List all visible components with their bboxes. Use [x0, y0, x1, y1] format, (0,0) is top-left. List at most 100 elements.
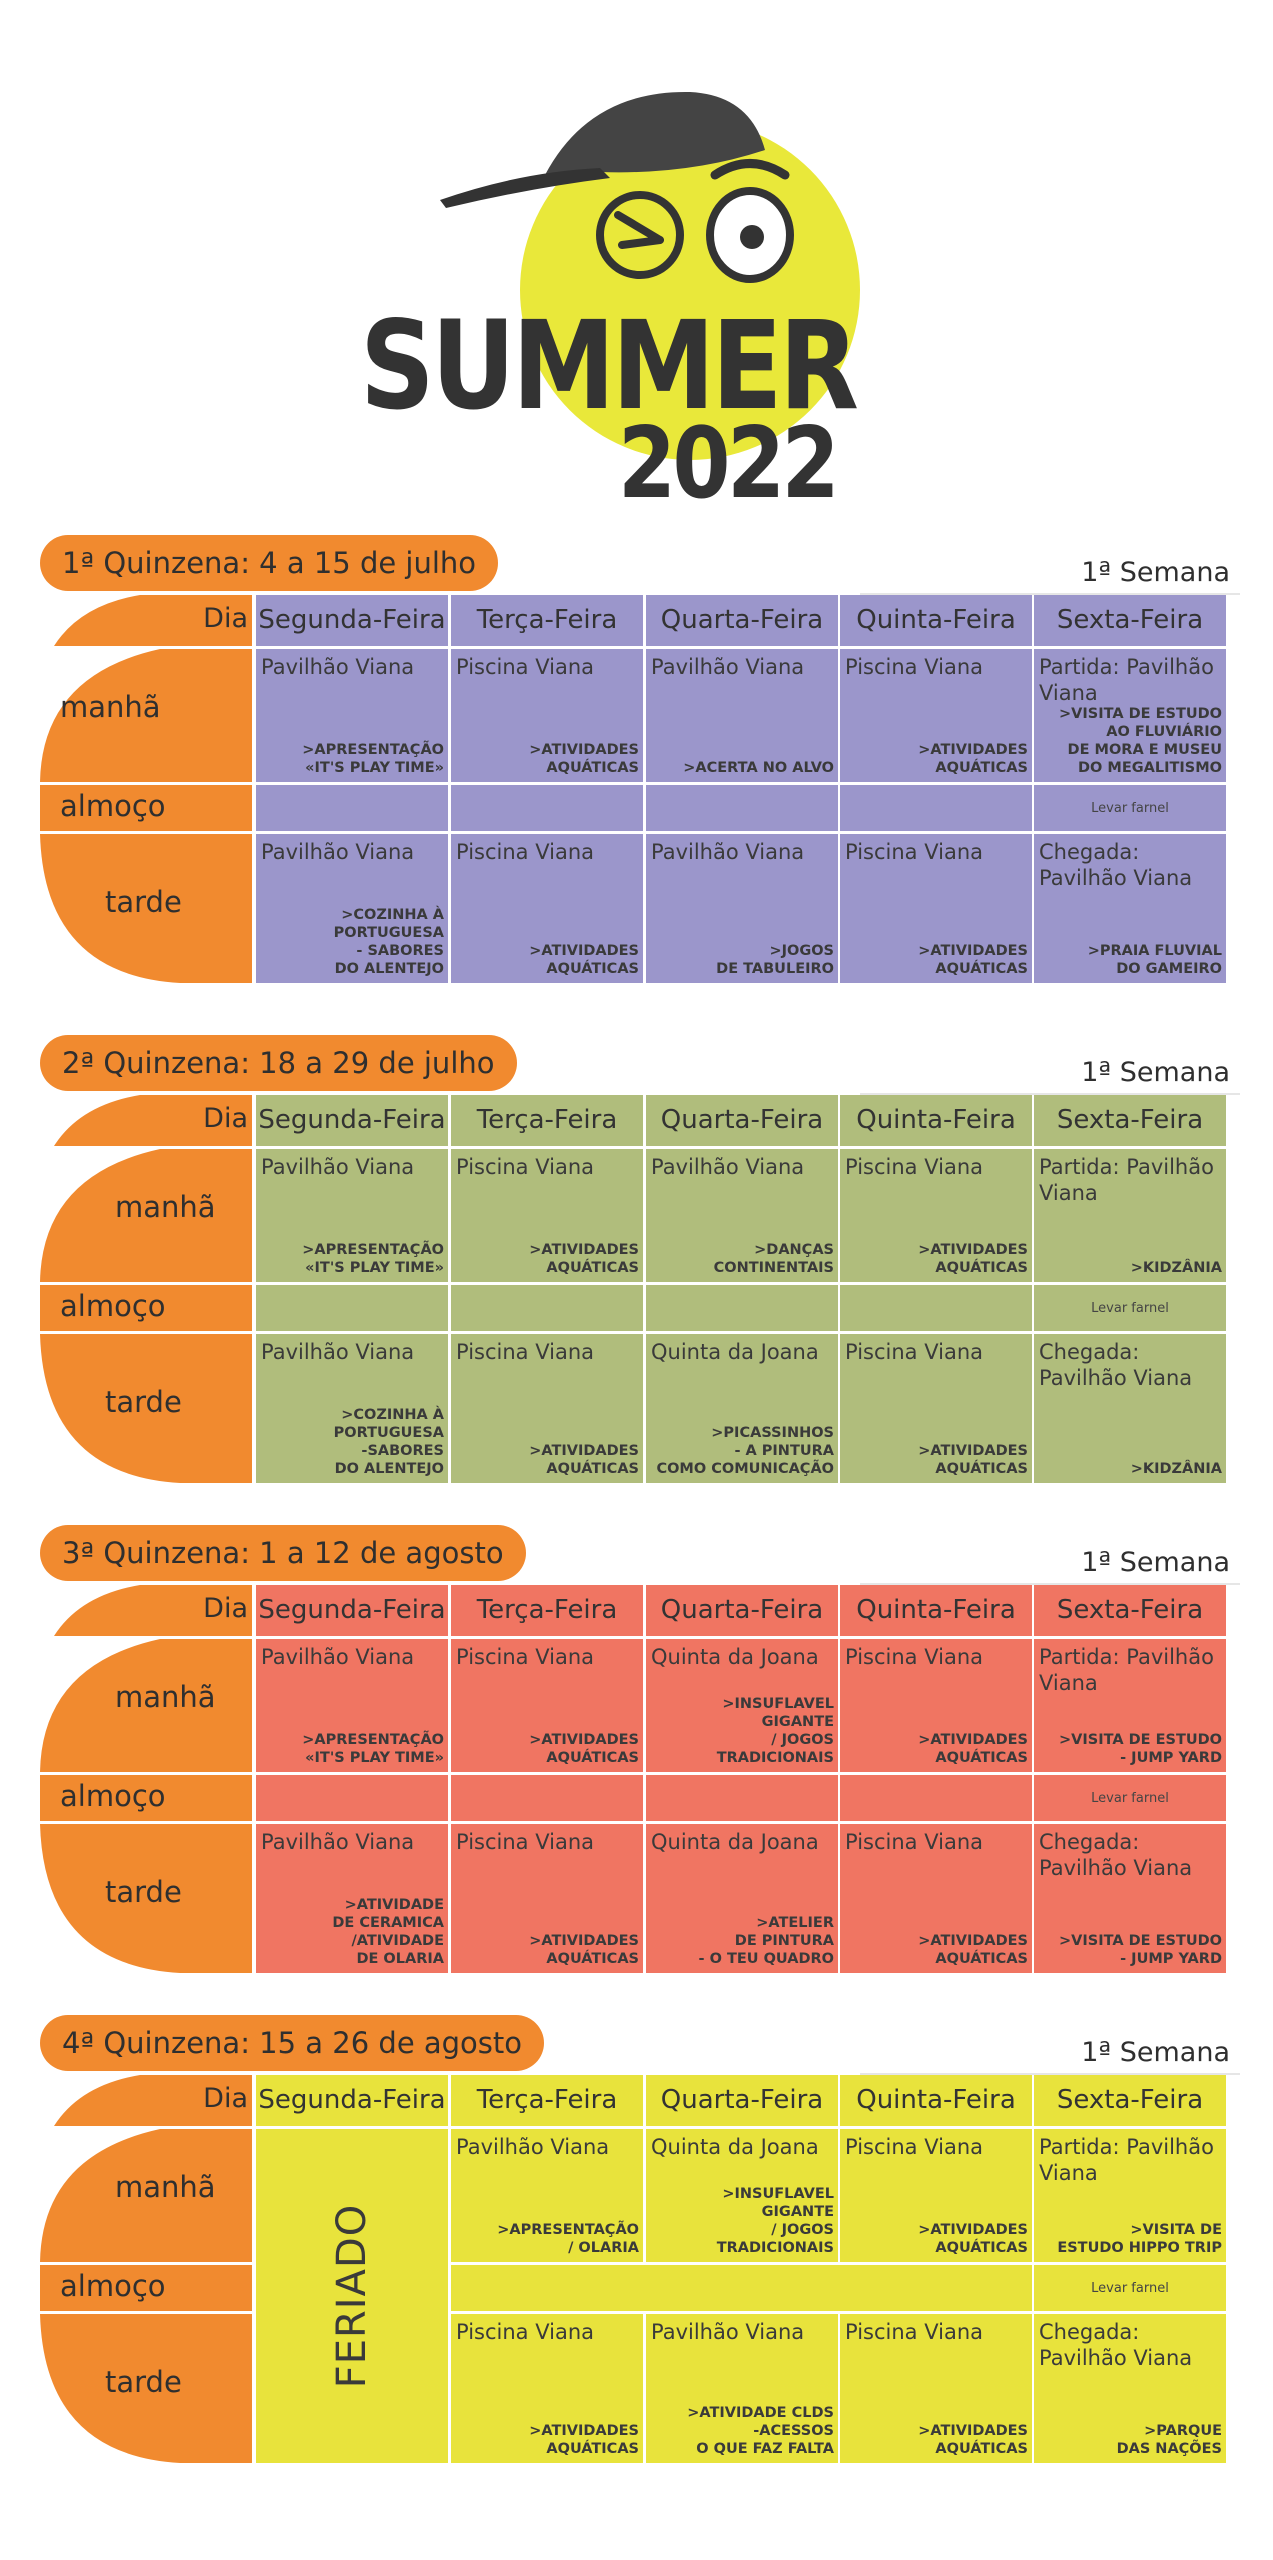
- activity-cell: Piscina Viana >ATIVIDADES AQUÁTICAS: [451, 1149, 643, 1282]
- activity-cell: Piscina Viana >ATIVIDADES AQUÁTICAS: [451, 1334, 643, 1483]
- activity-cell: Pavilhão Viana >DANÇAS CONTINENTAIS: [646, 1149, 838, 1282]
- day-header: Sexta-Feira: [1034, 1095, 1226, 1146]
- activity-location: Partida: Pavilhão Viana: [1039, 655, 1214, 705]
- lunch-cell: [451, 1775, 643, 1821]
- logo-word-summer: SUMMER: [360, 295, 859, 437]
- activity-description: >PRAIA FLUVIAL DO GAMEIRO: [1087, 943, 1222, 977]
- fortnight-section: 3ª Quinzena: 1 a 12 de agosto 1ª Semana Di…: [40, 1525, 1240, 1975]
- activity-location: Partida: Pavilhão Viana: [1039, 1645, 1214, 1695]
- lunch-note: Levar farnel: [1034, 785, 1226, 831]
- row-label-manha: manhã: [60, 690, 161, 724]
- activity-cell: Partida: Pavilhão Viana >KIDZÂNIA: [1034, 1149, 1226, 1282]
- activity-location: Partida: Pavilhão Viana: [1039, 1155, 1214, 1205]
- activity-description: >APRESENTAÇÃO «IT'S PLAY TIME»: [302, 742, 444, 776]
- lunch-cell: [451, 1285, 643, 1331]
- activity-cell: Piscina Viana >ATIVIDADES AQUÁTICAS: [451, 834, 643, 983]
- day-header: Terça-Feira: [451, 1095, 643, 1146]
- row-label-almoco: almoço: [60, 1289, 166, 1323]
- holiday-label: FERIADO: [329, 2203, 375, 2389]
- activity-cell: Piscina Viana >ATIVIDADES AQUÁTICAS: [451, 1824, 643, 1973]
- lunch-cell: [646, 1775, 838, 1821]
- activity-location: Pavilhão Viana: [261, 1830, 415, 1854]
- week-label: 1ª Semana: [1081, 1057, 1230, 1088]
- activity-description: >APRESENTAÇÃO «IT'S PLAY TIME»: [302, 1242, 444, 1276]
- row-label-almoco: almoço: [60, 789, 166, 823]
- activity-cell: Piscina Viana >ATIVIDADES AQUÁTICAS: [840, 834, 1032, 983]
- day-header: Sexta-Feira: [1034, 2075, 1226, 2126]
- activity-location: Pavilhão Viana: [651, 1155, 805, 1179]
- activity-cell: Chegada: Pavilhão Viana >VISITA DE ESTUDO…: [1034, 1824, 1226, 1973]
- schedule-grid: Dia manhã almoço tarde Segunda-Feira Terça-Fe…: [40, 595, 1240, 983]
- activity-description: >KIDZÂNIA: [1130, 1461, 1222, 1477]
- fortnight-title: 1ª Quinzena: 4 a 15 de julho: [40, 535, 499, 591]
- activity-cell: Pavilhão Viana >JOGOS DE TABULEIRO: [646, 834, 838, 983]
- activity-cell: Piscina Viana >ATIVIDADES AQUÁTICAS: [451, 2314, 643, 2463]
- activity-location: Piscina Viana: [845, 655, 983, 679]
- fortnight-title: 3ª Quinzena: 1 a 12 de agosto: [40, 1525, 526, 1581]
- activity-cell: Partida: Pavilhão Viana >VISITA DE ESTUDO…: [1034, 2129, 1226, 2262]
- activity-location: Pavilhão Viana: [651, 2320, 805, 2344]
- lunch-cell: [646, 785, 838, 831]
- lunch-cell: [256, 1775, 448, 1821]
- activity-cell: Piscina Viana >ATIVIDADES AQUÁTICAS: [840, 2129, 1032, 2262]
- fortnight-section: 4ª Quinzena: 15 a 26 de agosto 1ª Semana D…: [40, 2015, 1240, 2465]
- fortnight-title: 4ª Quinzena: 15 a 26 de agosto: [40, 2015, 545, 2071]
- week-label: 1ª Semana: [1081, 1547, 1230, 1578]
- activity-cell: Chegada: Pavilhão Viana >KIDZÂNIA: [1034, 1334, 1226, 1483]
- row-label-tarde: tarde: [105, 2365, 182, 2399]
- activity-location: Pavilhão Viana: [261, 1645, 415, 1669]
- activity-location: Chegada: Pavilhão Viana: [1039, 1830, 1193, 1880]
- activity-location: Pavilhão Viana: [261, 655, 415, 679]
- activity-location: Pavilhão Viana: [651, 840, 805, 864]
- activity-cell: Pavilhão Viana >ATIVIDADE DE CERAMICA /AT…: [256, 1824, 448, 1973]
- day-header: Terça-Feira: [451, 2075, 643, 2126]
- row-label-manha: manhã: [115, 1190, 216, 1224]
- lunch-cell: [840, 1775, 1032, 1821]
- lunch-cell: [451, 785, 643, 831]
- activity-description: >ATIVIDADES AQUÁTICAS: [918, 1732, 1028, 1766]
- week-label: 1ª Semana: [1081, 2037, 1230, 2068]
- day-header: Segunda-Feira: [256, 1095, 448, 1146]
- activity-location: Piscina Viana: [456, 1645, 594, 1669]
- activity-description: >ATIVIDADES AQUÁTICAS: [918, 742, 1028, 776]
- activity-cell: Partida: Pavilhão Viana >VISITA DE ESTUDO…: [1034, 1639, 1226, 1772]
- activity-cell: Quinta da Joana >INSUFLAVEL GIGANTE / JOG…: [646, 2129, 838, 2262]
- activity-description: >ATIVIDADES AQUÁTICAS: [918, 1443, 1028, 1477]
- row-label-dia: Dia: [203, 2083, 248, 2114]
- activity-cell: Piscina Viana >ATIVIDADES AQUÁTICAS: [451, 1639, 643, 1772]
- schedule-grid: Dia manhã almoço tarde Segunda-Feira Terça-Fe…: [40, 1095, 1240, 1483]
- day-header: Sexta-Feira: [1034, 1585, 1226, 1636]
- activity-location: Quinta da Joana: [651, 2135, 819, 2159]
- row-label-dia: Dia: [203, 603, 248, 634]
- lunch-cell: [256, 785, 448, 831]
- day-header: Quinta-Feira: [840, 1095, 1032, 1146]
- lunch-cell: [451, 2265, 1032, 2311]
- activity-cell: Quinta da Joana >PICASSINHOS - A PINTURA …: [646, 1334, 838, 1483]
- schedule-grid: Dia manhã almoço tarde Segunda-Feira Terça-Fe…: [40, 2075, 1240, 2463]
- activity-location: Piscina Viana: [456, 1830, 594, 1854]
- day-header: Segunda-Feira: [256, 2075, 448, 2126]
- activity-cell: Partida: Pavilhão Viana >VISITA DE ESTUDO…: [1034, 649, 1226, 782]
- day-header: Segunda-Feira: [256, 1585, 448, 1636]
- row-label-shape: [40, 2075, 252, 2463]
- activity-description: >ACERTA NO ALVO: [683, 760, 834, 776]
- row-label-tarde: tarde: [105, 1875, 182, 1909]
- smiley-cap-icon: [440, 91, 860, 460]
- activity-location: Pavilhão Viana: [261, 1340, 415, 1364]
- activity-description: >ATIVIDADE CLDS -ACESSOS O QUE FAZ FALTA: [687, 2405, 834, 2457]
- lunch-cell: [840, 1285, 1032, 1331]
- activity-location: Quinta da Joana: [651, 1340, 819, 1364]
- activity-description: >ATIVIDADES AQUÁTICAS: [918, 1242, 1028, 1276]
- day-header: Terça-Feira: [451, 595, 643, 646]
- lunch-note: Levar farnel: [1034, 2265, 1226, 2311]
- activity-cell: Pavilhão Viana >APRESENTAÇÃO / OLARIA: [451, 2129, 643, 2262]
- week-divider: [860, 2073, 1240, 2075]
- activity-location: Piscina Viana: [456, 655, 594, 679]
- activity-location: Piscina Viana: [845, 2320, 983, 2344]
- activity-cell: Piscina Viana >ATIVIDADES AQUÁTICAS: [840, 1824, 1032, 1973]
- activity-cell: Piscina Viana >ATIVIDADES AQUÁTICAS: [840, 2314, 1032, 2463]
- activity-cell: Piscina Viana >ATIVIDADES AQUÁTICAS: [840, 1149, 1032, 1282]
- activity-location: Pavilhão Viana: [261, 840, 415, 864]
- activity-description: >ATIVIDADES AQUÁTICAS: [529, 742, 639, 776]
- fortnight-title: 2ª Quinzena: 18 a 29 de julho: [40, 1035, 517, 1091]
